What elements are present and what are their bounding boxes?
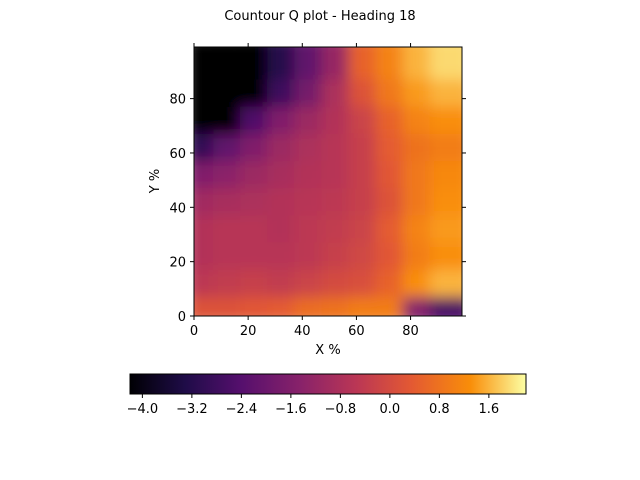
y-tick-label: 80 [169,93,186,108]
heatmap-area [194,47,462,316]
y-tick-label: 0 [178,310,186,325]
colorbar-ticks: −4.0 −3.2 −2.4 −1.6 −0.8 0.0 0.8 1.6 [127,394,500,417]
colorbar-tick-label: 0.0 [380,402,401,417]
colorbar-tick-label: −4.0 [127,402,159,417]
colorbar-tick-label: 1.6 [479,402,500,417]
colorbar-tick-label: −1.6 [275,402,307,417]
colorbar-tick-label: −3.2 [176,402,208,417]
x-axis: 0 20 40 60 80 [190,43,419,339]
colorbar-tick-label: 0.8 [429,402,450,417]
x-tick-label: 20 [240,324,257,339]
heatmap-cell [429,47,462,80]
colorbar: −4.0 −3.2 −2.4 −1.6 −0.8 0.0 0.8 1.6 [127,373,527,417]
heatmap-cells [194,47,462,316]
colorbar-tick-label: −0.8 [325,402,357,417]
x-axis-label: X % [315,343,340,358]
colorbar-gradient [129,373,527,395]
y-tick-label: 40 [169,201,186,216]
y-axis: 0 20 40 60 80 [169,93,466,325]
plot-frame [193,46,463,317]
y-tick-label: 60 [169,147,186,162]
y-axis-label: Y % [148,169,163,194]
chart-title: Countour Q plot - Heading 18 [224,9,415,24]
x-tick-label: 60 [348,324,365,339]
y-tick-label: 20 [169,256,186,271]
x-tick-label: 40 [294,324,311,339]
x-tick-label: 80 [402,324,419,339]
colorbar-tick-label: −2.4 [226,402,258,417]
x-tick-label: 0 [190,324,198,339]
